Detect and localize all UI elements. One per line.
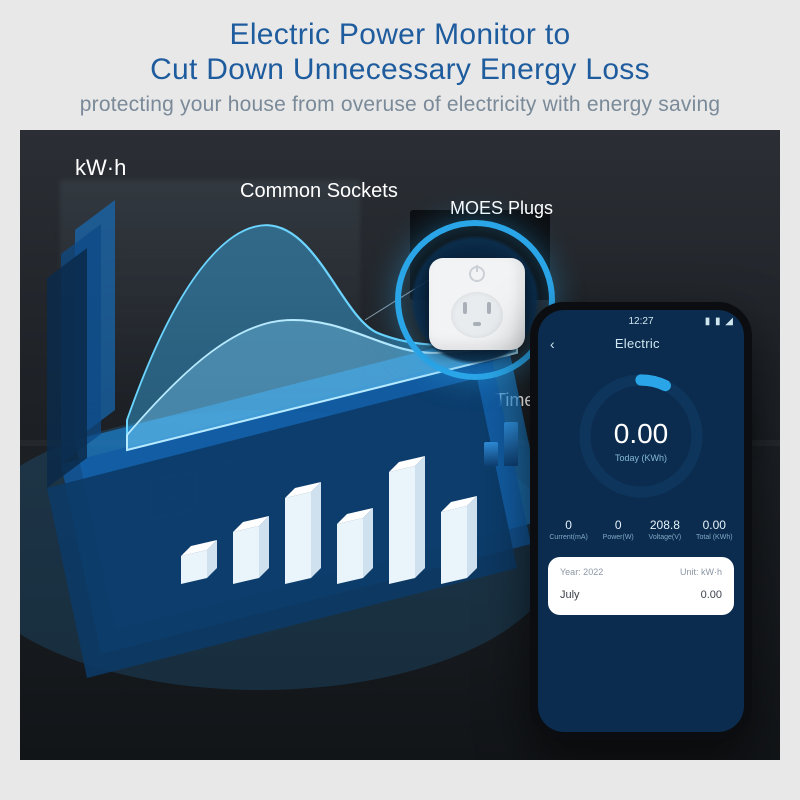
history-card: Year: 2022 Unit: kW·h July 0.00 bbox=[548, 557, 734, 615]
plug-power-icon bbox=[469, 266, 485, 282]
time-mini-bars bbox=[484, 422, 518, 466]
app-title: Electric bbox=[615, 337, 660, 352]
back-icon[interactable]: ‹ bbox=[550, 336, 555, 352]
scene: kW·h Common Sockets MOES Plugs Time Ener… bbox=[20, 130, 780, 760]
app-header: ‹ Electric bbox=[538, 332, 744, 358]
status-time: 12:27 bbox=[628, 316, 653, 327]
gauge-value: 0.00 bbox=[614, 418, 669, 450]
phone-metrics-row: 0Current(mA) 0Power(W) 208.8Voltage(V) 0.00… bbox=[538, 510, 744, 551]
smart-plug-image bbox=[429, 258, 525, 350]
phone-metric: 0Power(W) bbox=[603, 518, 634, 541]
subheadline: protecting your house from overuse of el… bbox=[0, 93, 800, 117]
phone-mockup: 12:27 ▮ ▮ ◢ ‹ Electric 0.00 Today (KWh) bbox=[530, 302, 752, 740]
phone-screen: 12:27 ▮ ▮ ◢ ‹ Electric 0.00 Today (KWh) bbox=[538, 310, 744, 732]
phone-metric: 0Current(mA) bbox=[549, 518, 588, 541]
gauge: 0.00 Today (KWh) bbox=[571, 366, 711, 506]
card-month-value: 0.00 bbox=[701, 589, 722, 601]
headline-line2: Cut Down Unnecessary Energy Loss bbox=[150, 53, 650, 86]
card-year: Year: 2022 bbox=[560, 567, 603, 577]
phone-metric: 208.8Voltage(V) bbox=[649, 518, 682, 541]
header: Electric Power Monitor to Cut Down Unnec… bbox=[0, 0, 800, 117]
headline: Electric Power Monitor to Cut Down Unnec… bbox=[0, 18, 800, 87]
phone-metric: 0.00Total (KWh) bbox=[696, 518, 733, 541]
plug-outlet bbox=[451, 292, 503, 338]
gauge-sublabel: Today (KWh) bbox=[615, 453, 667, 463]
status-icons: ▮ ▮ ◢ bbox=[705, 316, 734, 327]
phone-status-bar: 12:27 ▮ ▮ ◢ bbox=[538, 310, 744, 332]
headline-line1: Electric Power Monitor to bbox=[230, 18, 571, 51]
card-month: July bbox=[560, 589, 580, 601]
card-unit: Unit: kW·h bbox=[680, 567, 722, 577]
